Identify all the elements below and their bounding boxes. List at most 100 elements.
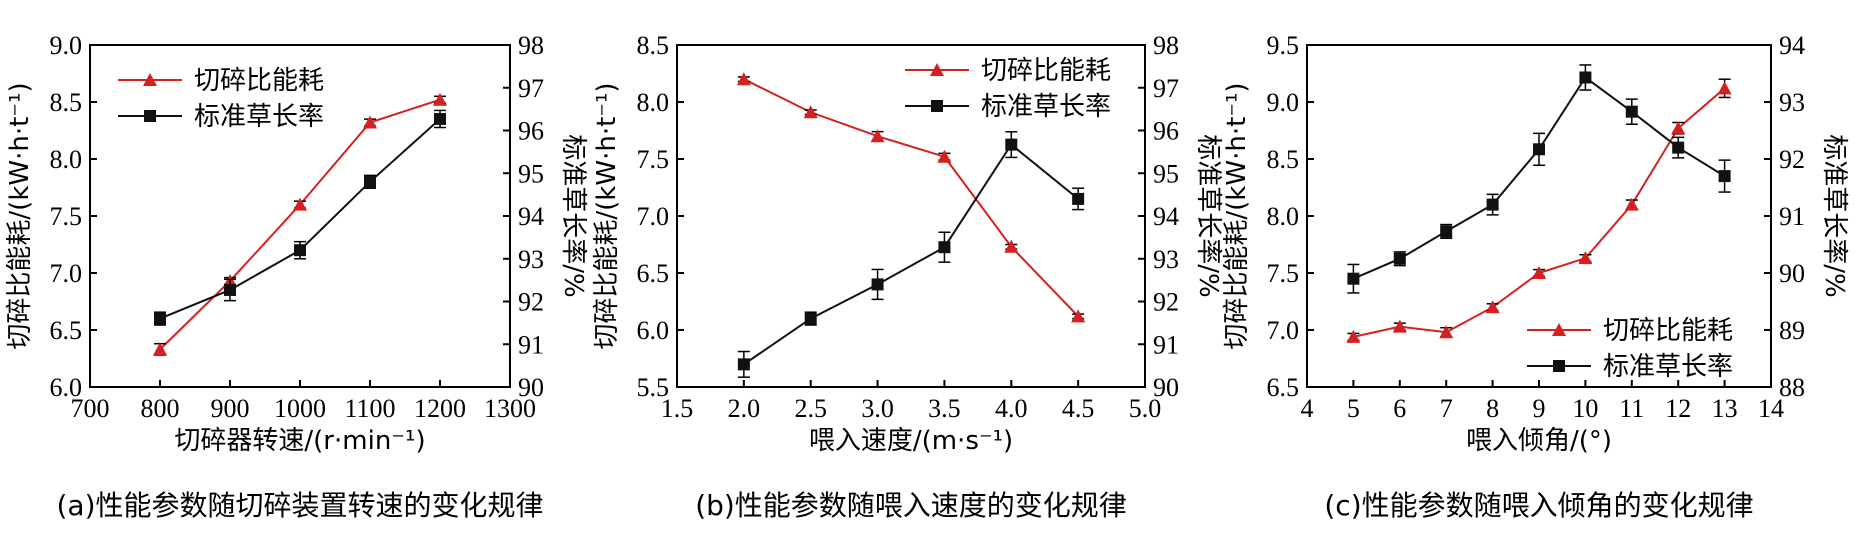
x-tick-label: 1000 [274,394,326,423]
x-tick-label: 4.0 [995,394,1028,423]
y-tick-label: 7.5 [1267,259,1300,288]
y-tick-label: 6.5 [50,316,83,345]
x-tick-label: 6 [1393,394,1406,423]
y-tick-label: 7.5 [637,145,670,174]
series-line [743,78,1079,318]
data-point-square [154,312,166,325]
y-tick-label: 8.5 [50,88,83,117]
x-tick-label: 1.5 [661,394,694,423]
x-axis-label: 切碎器转速/(r·min⁻¹) [174,426,425,456]
y2-tick-label: 98 [518,31,544,60]
x-tick-label: 3.5 [928,394,961,423]
y-tick-label: 7.0 [1267,316,1300,345]
y2-tick-label: 96 [1153,117,1179,146]
x-tick-label: 11 [1619,394,1644,423]
x-tick-label: 1200 [414,394,466,423]
x-axis-label: 喂入速度/(m·s⁻¹) [809,426,1013,456]
y2-tick-label: 88 [1779,373,1805,402]
y-tick-label: 8.0 [637,88,670,117]
data-point-triangle [1439,325,1454,339]
x-tick-label: 900 [211,394,250,423]
data-point-square [804,312,817,325]
x-tick-label: 7 [1440,394,1453,423]
data-point-square [294,244,306,257]
x-tick-label: 3.0 [861,394,894,423]
x-tick-label: 12 [1665,394,1691,423]
y2-tick-label: 90 [1153,373,1179,402]
legend-label: 切碎比能耗 [981,56,1111,86]
x-tick-label: 2.0 [728,394,761,423]
legend-label: 切碎比能耗 [194,66,324,96]
data-point-square [938,241,951,254]
data-point-square [1625,105,1638,118]
data-point-triangle [1624,197,1639,211]
y2-tick-label: 97 [1153,74,1179,103]
y2-tick-label: 92 [1153,288,1179,317]
y-tick-label: 8.0 [1267,202,1300,231]
x-axis-label: 喂入倾角/(°) [1466,426,1612,456]
y2-tick-label: 91 [1153,330,1179,359]
y-tick-label: 6.0 [50,373,83,402]
data-point-square [737,358,750,371]
data-point-square [1718,170,1731,183]
x-tick-label: 14 [1758,394,1784,423]
data-point-square [1347,272,1360,285]
y2-tick-label: 94 [518,202,544,231]
y-tick-label: 9.0 [1267,88,1300,117]
legend-marker-triangle [930,63,944,76]
x-tick-label: 800 [141,394,180,423]
data-point-triangle [293,197,307,211]
legend-label: 标准草长率 [194,102,324,132]
data-point-square [1486,198,1499,211]
y-tick-label: 7.0 [50,259,83,288]
x-tick-label: 1300 [484,394,536,423]
panel-caption: (a)性能参数随切碎装置转速的变化规律 [56,489,543,522]
data-point-square [364,175,376,188]
x-tick-label: 8 [1486,394,1499,423]
y-axis-label: 切碎比能耗/(kW·h·t⁻¹) [1222,82,1252,349]
y-tick-label: 6.5 [637,259,670,288]
x-tick-label: 5 [1347,394,1360,423]
data-point-triangle [1532,266,1546,279]
y2-tick-label: 98 [1153,31,1179,60]
data-point-triangle [1717,81,1732,95]
series-line [159,98,441,351]
legend-marker-triangle [1552,323,1566,336]
x-tick-label: 700 [71,394,110,423]
data-point-square [1533,143,1545,156]
legend-label: 标准草长率 [981,92,1111,122]
panel-caption: (c)性能参数随喂入倾角的变化规律 [1324,489,1753,522]
y-tick-label: 7.0 [637,202,670,231]
y2-tick-label: 91 [1779,202,1805,231]
y2-axis-label: 标准草长率/% [1819,134,1849,297]
x-tick-label: 9 [1533,394,1546,423]
legend-label: 切碎比能耗 [1603,316,1733,346]
y-tick-label: 7.5 [50,202,83,231]
legend-marker-square [144,110,156,122]
x-tick-label: 13 [1712,394,1738,423]
data-point-square [1440,225,1453,238]
y2-tick-label: 93 [1779,88,1805,117]
series-line [159,118,441,320]
data-point-triangle [153,342,167,356]
data-point-triangle [1071,309,1086,323]
y2-tick-label: 94 [1153,202,1179,231]
data-point-square [1672,141,1685,154]
y-tick-label: 8.5 [637,31,670,60]
y2-tick-label: 91 [518,330,544,359]
panel-caption: (b)性能参数随喂入速度的变化规律 [695,489,1127,522]
data-point-square [1072,192,1085,205]
y2-tick-label: 92 [518,288,544,317]
y2-tick-label: 96 [518,117,544,146]
x-tick-label: 4.5 [1062,394,1095,423]
x-tick-label: 4 [1301,394,1314,423]
data-point-triangle [1392,319,1407,333]
panel-b-chart: 1.5 2.0 2.5 3.0 3.5 4.0 4.5 5.0 5.5 6.0 6.5 7.0 7.5 8… [592,31,1223,522]
y2-tick-label: 90 [1779,259,1805,288]
x-tick-label: 1100 [344,394,395,423]
data-point-square [224,283,236,296]
legend-marker-triangle [143,73,157,86]
y2-tick-label: 97 [518,74,544,103]
y2-tick-label: 93 [1153,245,1179,274]
y2-tick-label: 95 [1153,159,1179,188]
